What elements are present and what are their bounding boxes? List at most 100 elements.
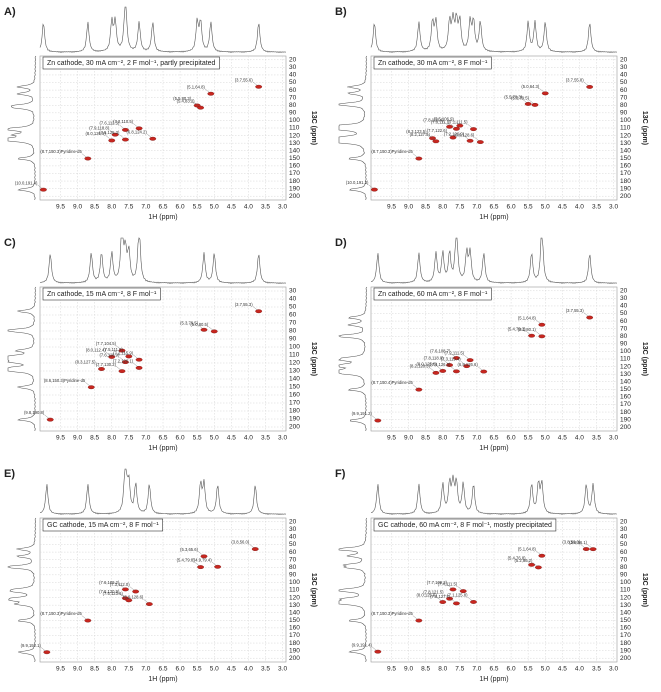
y-tick-label: 90 — [620, 110, 628, 117]
peak — [197, 565, 204, 570]
peak-label: (7.9,118.8) — [89, 125, 110, 130]
peak-label: (5.0,64.3) — [521, 84, 540, 89]
x-tick-label: 8.0 — [107, 435, 116, 442]
peak — [145, 602, 153, 606]
x-tick-label: 7.0 — [141, 666, 150, 673]
peak — [374, 418, 382, 423]
peak-label: (7.1,125.8) — [447, 593, 468, 598]
label-leader — [446, 132, 453, 137]
peak-label: (7.6,126.3) — [430, 362, 451, 367]
y-tick-label: 100 — [620, 117, 631, 124]
peak — [415, 618, 423, 623]
peak — [200, 327, 208, 332]
peak — [98, 367, 105, 371]
label-leader — [37, 184, 43, 189]
peak — [125, 354, 133, 359]
y-tick-label: 70 — [289, 556, 297, 563]
x-tick-label: 6.0 — [507, 204, 516, 211]
label-leader — [105, 135, 111, 140]
peak-label: (9.9,192.1) — [21, 643, 42, 648]
peak-label: (9.9,191.2) — [352, 411, 373, 416]
peak-label: (8.0,112.4) — [86, 348, 107, 353]
x-axis-title: 1H (ppm) — [479, 676, 508, 683]
peak-label: (7.8,108.4) — [423, 117, 444, 122]
peak-label: (5.1,80.1) — [518, 327, 537, 332]
x-tick-label: 9.5 — [56, 204, 65, 211]
peak — [415, 156, 423, 161]
y-tick-label: 40 — [289, 534, 297, 541]
peak — [446, 124, 453, 129]
label-leader — [463, 355, 470, 360]
panel: F) 9.5 9.0 8.5 8.0 7.5 7.0 6.5 6.0 5.5 5.0 4.5 4.0 3.… — [335, 468, 648, 683]
x-axis-title: 1H (ppm) — [148, 676, 177, 683]
peak-label: (8.7,150.3)Pyridine-d5 — [40, 611, 82, 616]
peak-label: (5.5,80.3) — [173, 96, 192, 101]
label-leader — [115, 366, 122, 371]
y-tick-label: 20 — [620, 288, 628, 295]
x-tick-label: 7.5 — [124, 666, 133, 673]
x-tick-label: 7.5 — [455, 666, 464, 673]
x-tick-label: 6.5 — [489, 666, 498, 673]
peak-label: (8.6,150.3)Pyridine-d5 — [44, 378, 86, 383]
peak — [480, 369, 488, 374]
y-tick-label: 60 — [289, 312, 297, 319]
peak-label: (5.2,80.2) — [514, 558, 533, 563]
y-tick-label: 60 — [620, 87, 628, 94]
peak — [528, 333, 535, 338]
x-tick-label: 3.5 — [592, 204, 601, 211]
peak — [453, 601, 460, 606]
y-tick-label: 140 — [289, 147, 300, 154]
x-tick-label: 6.0 — [176, 204, 185, 211]
y-tick-label: 30 — [620, 295, 628, 302]
spectrum-title: Zn cathode, 60 mA cm⁻², 8 F mol⁻¹ — [378, 291, 488, 298]
peak — [135, 357, 143, 362]
title-box — [373, 287, 492, 301]
label-leader — [211, 561, 217, 566]
label-leader — [109, 129, 115, 134]
x-tick-label: 4.0 — [244, 435, 253, 442]
title-box — [373, 56, 492, 70]
peak — [125, 598, 133, 603]
y-tick-label: 180 — [620, 640, 631, 647]
peak-label: (7.6,120.9) — [99, 589, 120, 594]
x-tick-label: 8.0 — [107, 204, 116, 211]
x-tick-label: 4.5 — [558, 666, 567, 673]
peak — [449, 135, 457, 140]
label-leader — [450, 123, 456, 128]
peak-label: (6.8,124.2) — [126, 129, 147, 134]
y-tick-label: 130 — [289, 602, 300, 609]
peak-label: (5.1,64.8) — [518, 315, 537, 320]
label-leader — [194, 102, 200, 107]
x-tick-label: 3.0 — [609, 666, 618, 673]
x-tick-label: 3.5 — [261, 435, 270, 442]
y-tick-label: 30 — [620, 526, 628, 533]
x-tick-label: 5.0 — [541, 666, 550, 673]
peak-label: (7.4,111.5) — [438, 582, 458, 587]
spectrum-title: Zn cathode, 15 mA cm⁻², 8 F mol⁻¹ — [47, 291, 157, 298]
peak-label: (7.8,118.0) — [424, 356, 445, 361]
y-tick-label: 30 — [289, 64, 297, 71]
y-tick-label: 90 — [620, 341, 628, 348]
label-leader — [208, 326, 214, 331]
y-axis-title: 13C (ppm) — [310, 573, 317, 607]
peak-label: (5.3,65.6) — [180, 547, 199, 552]
y-tick-label: 100 — [289, 579, 300, 586]
panel-label: F) — [335, 468, 346, 480]
peak-label: (7.3,112.0) — [110, 582, 131, 587]
x-tick-label: 6.5 — [158, 204, 167, 211]
peak-label: (10.0,191.3) — [346, 180, 369, 185]
peak-label: (7.7,122.6) — [427, 128, 448, 133]
label-leader — [426, 133, 432, 138]
x-tick-label: 4.0 — [244, 666, 253, 673]
peak-label: (7.5,123.6) — [103, 591, 124, 596]
label-leader — [443, 593, 449, 598]
y-tick-label: 30 — [620, 64, 628, 71]
y-tick-label: 90 — [289, 110, 297, 117]
peak-label: (5.1,64.8) — [518, 546, 537, 551]
label-leader — [122, 595, 128, 600]
y-axis-title: 13C (ppm) — [641, 111, 648, 145]
label-leader — [450, 352, 456, 358]
y-tick-label: 100 — [289, 344, 300, 351]
y-tick-label: 60 — [620, 549, 628, 556]
label-leader — [525, 330, 531, 335]
